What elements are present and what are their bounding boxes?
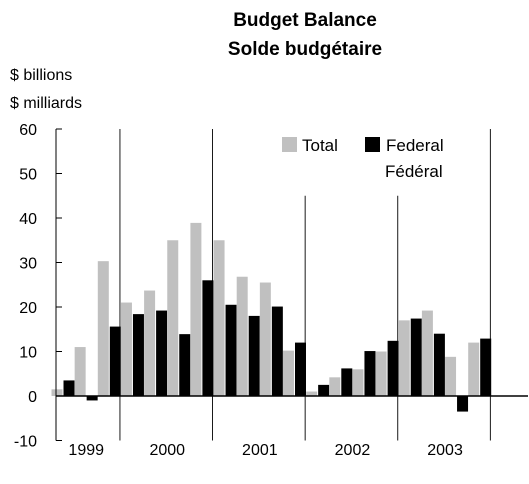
bar-federal (480, 338, 492, 396)
bar-federal (318, 384, 330, 396)
chart-title: Budget Balance (233, 10, 377, 31)
bar-total (236, 276, 248, 396)
bar-federal (410, 318, 422, 396)
y-tick-label: 60 (19, 122, 37, 139)
legend-swatch-total (282, 137, 297, 152)
bar-federal (457, 396, 469, 412)
x-tick-labels: 1999 2000 2001 2002 2003 (68, 442, 463, 459)
y-tick-label: -10 (14, 434, 37, 451)
y-tick-label: 0 (28, 389, 37, 406)
bar-total (306, 391, 318, 396)
x-tick-label: 2002 (335, 442, 371, 459)
bar-federal (364, 351, 376, 396)
x-tick-label: 1999 (68, 442, 104, 459)
bar-federal (387, 340, 399, 396)
bar-total (352, 369, 364, 396)
bar-total (51, 389, 63, 396)
bar-total (468, 342, 480, 396)
x-tick-label: 2000 (149, 442, 185, 459)
y-tick-label: 20 (19, 300, 37, 317)
legend-label-total: Total (302, 136, 338, 155)
bar-total (283, 350, 294, 396)
y-tick-label: 30 (19, 256, 37, 273)
y-axis-unit-label-fr: $ milliards (10, 95, 82, 112)
bar-federal (63, 380, 75, 396)
bar-federal (109, 326, 121, 396)
y-tick-label: 10 (19, 345, 37, 362)
y-tick-labels: -10 0 10 20 30 40 50 60 (14, 122, 37, 451)
bar-total (167, 240, 179, 396)
bar-total (375, 351, 387, 396)
chart-subtitle: Solde budgétaire (228, 39, 382, 60)
legend: Total Federal Fédéral (282, 136, 444, 181)
y-tick-label: 40 (19, 211, 37, 228)
bar-total (190, 222, 202, 396)
bar-total (398, 320, 410, 396)
legend-swatch-federal (365, 137, 380, 152)
bar-total (213, 240, 225, 396)
bar-total (329, 377, 341, 396)
bar-federal (271, 306, 283, 396)
x-tick-label: 2003 (427, 442, 463, 459)
bar-federal (86, 396, 98, 401)
bar-total (445, 356, 457, 396)
bar-total (120, 302, 132, 396)
bar-total (74, 347, 86, 396)
bar-federal (202, 280, 214, 396)
chart-axes (55, 128, 528, 441)
bar-federal (248, 315, 260, 396)
bar-total (97, 261, 109, 396)
bar-federal (132, 314, 144, 396)
bar-federal (295, 342, 306, 396)
bar-series-group (51, 222, 492, 412)
x-tick-label: 2001 (242, 442, 278, 459)
bar-federal (341, 368, 353, 396)
bar-federal (225, 304, 237, 396)
y-axis-unit-label: $ billions (10, 67, 72, 84)
bar-total (421, 310, 433, 396)
bar-federal (156, 310, 168, 396)
bar-total (259, 282, 271, 396)
bar-federal (433, 333, 445, 396)
bar-federal (179, 334, 191, 396)
y-tick-label: 50 (19, 167, 37, 184)
legend-label-federal-fr: Fédéral (385, 162, 443, 181)
bar-total (144, 290, 156, 396)
legend-label-federal: Federal (386, 136, 444, 155)
